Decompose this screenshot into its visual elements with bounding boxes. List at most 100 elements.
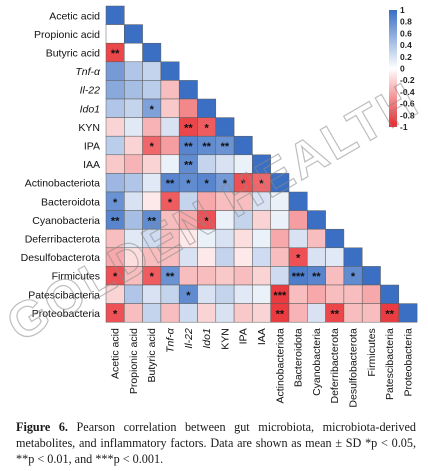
heatmap-cell-iaa-tnf <box>160 154 180 174</box>
column-label-kyn: KYN <box>219 328 231 350</box>
colorbar-tick-label: -0.4 <box>400 87 415 97</box>
row-label-il-22: Il-22 <box>80 85 101 97</box>
heatmap-cells: ***** ** ** ** ****** * * * * ** *** ** *** * ** *** ** *… <box>105 5 418 323</box>
heatmap-cell-patescibacteria-tnf <box>160 284 180 304</box>
significance-mark: ** <box>184 160 193 172</box>
heatmap-cell-desulfobacterota-kyn <box>215 247 235 267</box>
heatmap-cell-deferribacterota-iaa <box>252 228 271 249</box>
heatmap-cell-deferribacterota-ipa <box>233 228 253 249</box>
heatmap-cell-iaa-iaa <box>252 154 271 174</box>
heatmap-cell-proteobacteria-firmicutes <box>361 303 381 323</box>
caption-text: Pearson correlation between gut microbio… <box>16 420 416 466</box>
heatmap-cell-patescibacteria-deferribacterota <box>325 284 345 304</box>
heatmap-cell-ido1-tnf <box>160 98 180 118</box>
significance-mark: * <box>205 215 210 227</box>
heatmap-cell-butyric-acid-butyric-acid <box>142 42 162 63</box>
significance-mark: * <box>241 178 246 190</box>
heatmap-cell-deferribacterota-tnf <box>160 228 180 249</box>
row-label-bacteroidota: Bacteroidota <box>41 196 100 208</box>
significance-mark: * <box>351 271 356 283</box>
heatmap-cell-proteobacteria-il-22 <box>178 303 198 323</box>
heatmap-cell-bacteroidota-bacteroidota <box>288 191 308 211</box>
significance-mark: * <box>205 178 210 190</box>
significance-mark: * <box>150 104 155 116</box>
heatmap-cell-il-22-acetic-acid <box>105 80 125 100</box>
heatmap-cell-deferribacterota-kyn <box>215 228 235 249</box>
heatmap-cell-cyanobacteria-propionic-acid <box>124 210 143 230</box>
column-label-ipa: IPA <box>238 328 250 344</box>
heatmap-cell-desulfobacterota-ipa <box>233 247 253 267</box>
significance-mark: ** <box>147 215 156 227</box>
heatmap-cell-proteobacteria-butyric-acid <box>142 303 162 323</box>
colorbar-tick-label: 1 <box>400 5 405 15</box>
column-label-iaa: IAA <box>256 328 268 345</box>
heatmap-cell-tnf-tnf <box>160 61 180 81</box>
heatmap-cell-patescibacteria-patescibacteria <box>380 284 400 304</box>
heatmap-cell-firmicutes-ipa <box>233 266 253 286</box>
heatmap-cell-deferribacterota-butyric-acid <box>142 228 162 249</box>
colorbar-tick-label: -0.2 <box>400 75 415 85</box>
heatmap-cell-patescibacteria-cyanobacteria <box>307 284 326 304</box>
heatmap-cell-desulfobacterota-tnf <box>160 247 180 267</box>
heatmap-cell-firmicutes-ido1 <box>197 266 217 286</box>
heatmap-cell-desulfobacterota-acetic-acid <box>105 247 125 267</box>
heatmap-cell-propionic-acid-propionic-acid <box>124 24 143 44</box>
heatmap-cell-firmicutes-kyn <box>215 266 235 286</box>
heatmap-cell-bacteroidota-iaa <box>252 191 271 211</box>
heatmap-cell-kyn-butyric-acid <box>142 117 162 137</box>
heatmap-cell-firmicutes-propionic-acid <box>124 266 143 286</box>
heatmap-cell-desulfobacterota-actinobacteriota <box>270 247 290 267</box>
significance-mark: ** <box>202 141 211 153</box>
heatmap-cell-patescibacteria-desulfobacterota <box>343 284 363 304</box>
heatmap-cell-actinobacteriota-actinobacteriota <box>270 173 290 193</box>
heatmap-cell-actinobacteriota-propionic-acid <box>124 173 143 193</box>
heatmap-cell-firmicutes-firmicutes <box>361 266 381 286</box>
column-label-proteobacteria: Proteobacteria <box>402 328 414 396</box>
heatmap-cell-proteobacteria-cyanobacteria <box>307 303 326 323</box>
heatmap-cell-kyn-kyn <box>215 117 235 137</box>
heatmap-cell-il-22-tnf <box>160 80 180 100</box>
row-label-tnf: Tnf-α <box>75 66 101 78</box>
heatmap-cell-ipa-propionic-acid <box>124 135 143 156</box>
significance-mark: ** <box>184 141 193 153</box>
column-label-il-22: Il-22 <box>183 328 195 349</box>
heatmap-cell-proteobacteria-proteobacteria <box>398 303 418 323</box>
heatmap-cell-iaa-ido1 <box>197 154 217 174</box>
heatmap-cell-iaa-kyn <box>215 154 235 174</box>
colorbar-tick-label: 0.8 <box>400 17 412 27</box>
row-label-patescibacteria: Patescibacteria <box>28 289 100 301</box>
heatmap-cell-acetic-acid-acetic-acid <box>105 5 125 25</box>
heatmap-cell-actinobacteriota-butyric-acid <box>142 173 162 193</box>
row-label-acetic-acid: Acetic acid <box>49 10 100 22</box>
heatmap-cell-bacteroidota-ipa <box>233 191 253 211</box>
row-label-butyric-acid: Butyric acid <box>46 48 100 60</box>
heatmap-cell-ipa-tnf <box>160 135 180 156</box>
row-label-firmicutes: Firmicutes <box>52 271 100 283</box>
heatmap-cell-proteobacteria-iaa <box>252 303 271 323</box>
significance-mark: ** <box>111 48 120 60</box>
heatmap-cell-patescibacteria-propionic-acid <box>124 284 143 304</box>
colorbar: 1 0.80.6 0.4 0.2 0-0.2 -0.4 -0.6-0.8 -1 <box>389 5 415 132</box>
heatmap-cell-deferribacterota-propionic-acid <box>124 228 143 249</box>
heatmap-cell-desulfobacterota-desulfobacterota <box>343 247 363 267</box>
heatmap-cell-bacteroidota-kyn <box>215 191 235 211</box>
significance-mark: ** <box>330 308 339 320</box>
colorbar-tick-label: -0.6 <box>400 99 415 109</box>
column-label-deferribacterota: Deferribacterota <box>329 328 341 403</box>
row-label-proteobacteria: Proteobacteria <box>32 308 100 320</box>
heatmap-cell-butyric-acid-propionic-acid <box>124 42 143 63</box>
column-label-propionic-acid: Propionic acid <box>128 328 140 394</box>
row-label-ido1: Ido1 <box>80 103 100 115</box>
column-label-firmicutes: Firmicutes <box>366 328 378 376</box>
column-label-patescibacteria: Patescibacteria <box>384 328 396 400</box>
heatmap-cell-proteobacteria-tnf <box>160 303 180 323</box>
column-label-tnf: Tnf-α <box>165 327 177 353</box>
significance-mark: * <box>259 178 264 190</box>
heatmap-cell-il-22-butyric-acid <box>142 80 162 100</box>
significance-mark: ** <box>312 271 321 283</box>
significance-mark: * <box>186 178 191 190</box>
row-label-cyanobacteria: Cyanobacteria <box>32 215 100 227</box>
significance-mark: *** <box>292 271 306 283</box>
heatmap-cell-il-22-propionic-acid <box>124 80 143 100</box>
heatmap-cell-cyanobacteria-bacteroidota <box>288 210 308 230</box>
